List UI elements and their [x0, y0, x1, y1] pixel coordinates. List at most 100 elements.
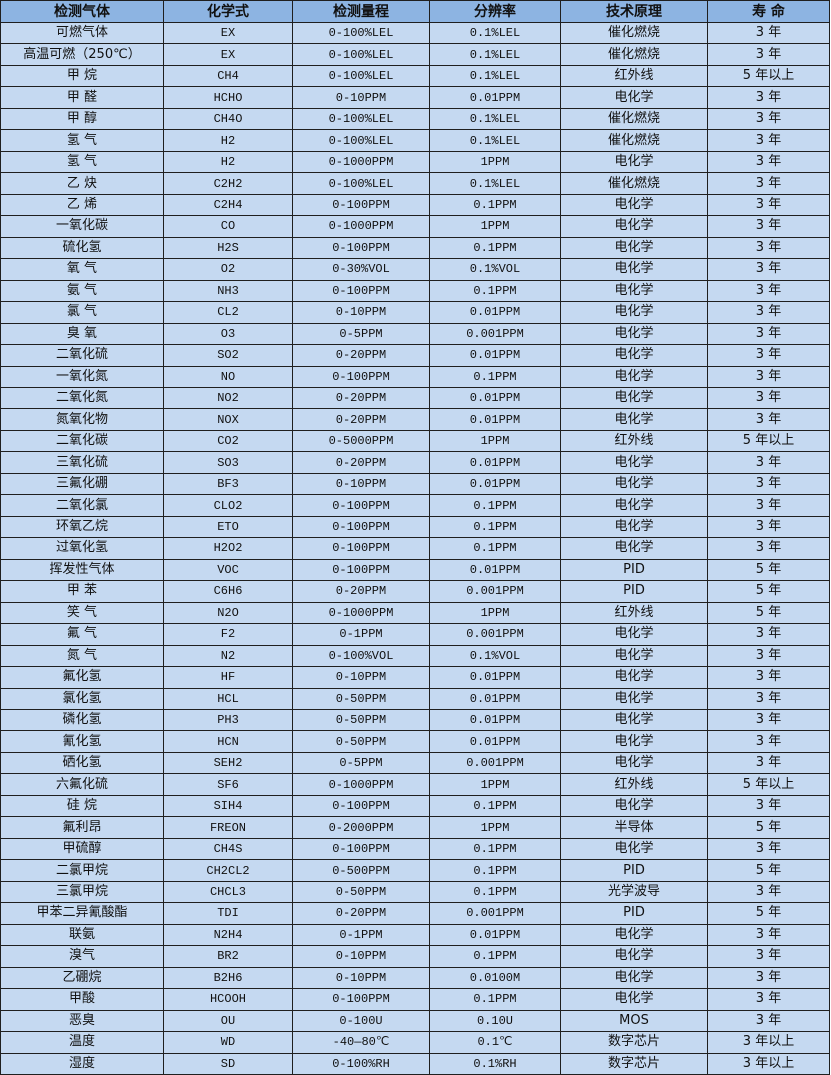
cell-range: 0-100U [292, 1009, 430, 1033]
cell-lifespan: 3 年 [707, 365, 830, 388]
table-row: 氟利昂 FREON 0-2000PPM 1PPM 半导体 5 年 [0, 816, 830, 839]
cell-gas: 二氧化碳 [0, 429, 164, 453]
cell-lifespan: 3 年 [707, 751, 830, 775]
cell-gas: 磷化氢 [0, 708, 164, 732]
cell-range: 0-100%LEL [292, 129, 430, 152]
cell-range: 0-1000PPM [292, 601, 430, 625]
cell-principle: 催化燃烧 [560, 107, 708, 131]
cell-formula: VOC [163, 558, 293, 582]
cell-resolution: 1PPM [429, 601, 561, 625]
table-row: 氯化氢 HCL 0-50PPM 0.01PPM 电化学 3 年 [0, 687, 830, 711]
cell-principle: 催化燃烧 [560, 43, 708, 66]
cell-range: 0-100%LEL [292, 43, 430, 66]
cell-range: 0-50PPM [292, 730, 430, 753]
cell-range: 0-100%LEL [292, 64, 430, 88]
cell-lifespan: 3 年 [707, 837, 830, 861]
cell-gas: 一氧化氮 [0, 365, 164, 388]
cell-lifespan: 5 年 [707, 816, 830, 839]
cell-principle: 电化学 [560, 687, 708, 711]
cell-gas: 氟化氢 [0, 666, 164, 689]
cell-lifespan: 5 年 [707, 558, 830, 582]
cell-formula: SF6 [163, 773, 293, 796]
cell-principle: 电化学 [560, 451, 708, 474]
cell-lifespan: 3 年 [707, 43, 830, 66]
cell-resolution: 1PPM [429, 429, 561, 453]
cell-formula: TDI [163, 902, 293, 925]
cell-principle: 电化学 [560, 945, 708, 968]
table-row: 过氧化氢 H2O2 0-100PPM 0.1PPM 电化学 3 年 [0, 537, 830, 560]
cell-lifespan: 3 年 [707, 494, 830, 517]
cell-resolution: 0.0100M [429, 966, 561, 990]
cell-resolution: 0.001PPM [429, 623, 561, 646]
cell-principle: 电化学 [560, 301, 708, 324]
cell-range: 0-20PPM [292, 408, 430, 431]
table-row: 三氯甲烷 CHCL3 0-50PPM 0.1PPM 光学波导 3 年 [0, 880, 830, 904]
cell-lifespan: 3 年 [707, 129, 830, 152]
table-row: 挥发性气体 VOC 0-100PPM 0.01PPM PID 5 年 [0, 558, 830, 582]
cell-resolution: 0.1PPM [429, 279, 561, 303]
table-row: 一氧化碳 CO 0-1000PPM 1PPM 电化学 3 年 [0, 215, 830, 238]
cell-lifespan: 3 年 [707, 880, 830, 904]
table-row: 恶臭 OU 0-100U 0.10U MOS 3 年 [0, 1009, 830, 1033]
cell-range: 0-100PPM [292, 794, 430, 818]
cell-gas: 湿度 [0, 1052, 164, 1075]
cell-resolution: 0.01PPM [429, 86, 561, 109]
cell-range: 0-5000PPM [292, 429, 430, 453]
cell-formula: F2 [163, 623, 293, 646]
cell-range: 0-100%LEL [292, 107, 430, 131]
cell-gas: 氢 气 [0, 150, 164, 174]
cell-range: 0-10PPM [292, 86, 430, 109]
cell-lifespan: 3 年 [707, 644, 830, 668]
table-row: 可燃气体 EX 0-100%LEL 0.1%LEL 催化燃烧 3 年 [0, 21, 830, 45]
table-row: 乙 烯 C2H4 0-100PPM 0.1PPM 电化学 3 年 [0, 193, 830, 217]
cell-principle: PID [560, 859, 708, 882]
cell-principle: 电化学 [560, 258, 708, 281]
cell-resolution: 0.1PPM [429, 494, 561, 517]
cell-resolution: 0.01PPM [429, 687, 561, 711]
table-row: 二氧化氯 CLO2 0-100PPM 0.1PPM 电化学 3 年 [0, 494, 830, 517]
table-row: 氢 气 H2 0-1000PPM 1PPM 电化学 3 年 [0, 150, 830, 174]
cell-resolution: 0.1%LEL [429, 21, 561, 45]
cell-lifespan: 3 年 [707, 86, 830, 109]
cell-formula: CL2 [163, 301, 293, 324]
cell-principle: 电化学 [560, 730, 708, 753]
cell-resolution: 0.1℃ [429, 1031, 561, 1054]
cell-gas: 氟利昂 [0, 816, 164, 839]
table-row: 氮氧化物 NOX 0-20PPM 0.01PPM 电化学 3 年 [0, 408, 830, 431]
cell-formula: SIH4 [163, 794, 293, 818]
cell-lifespan: 3 年 [707, 193, 830, 217]
header-row: 检测气体 化学式 检测量程 分辨率 技术原理 寿 命 [0, 0, 830, 23]
cell-formula: CH2CL2 [163, 859, 293, 882]
cell-range: 0-1PPM [292, 623, 430, 646]
cell-formula: SD [163, 1052, 293, 1075]
cell-formula: BR2 [163, 945, 293, 968]
cell-gas: 乙 炔 [0, 172, 164, 195]
cell-principle: 电化学 [560, 215, 708, 238]
cell-resolution: 0.1PPM [429, 794, 561, 818]
cell-range: 0-20PPM [292, 902, 430, 925]
header-gas: 检测气体 [0, 0, 164, 23]
table-row: 笑 气 N2O 0-1000PPM 1PPM 红外线 5 年 [0, 601, 830, 625]
cell-principle: 电化学 [560, 193, 708, 217]
cell-lifespan: 5 年以上 [707, 64, 830, 88]
cell-gas: 溴气 [0, 945, 164, 968]
cell-formula: EX [163, 43, 293, 66]
cell-resolution: 0.1PPM [429, 193, 561, 217]
cell-formula: EX [163, 21, 293, 45]
cell-gas: 氰化氢 [0, 730, 164, 753]
cell-range: 0-100PPM [292, 988, 430, 1011]
cell-lifespan: 3 年 [707, 472, 830, 496]
cell-resolution: 0.01PPM [429, 386, 561, 410]
cell-gas: 二氧化硫 [0, 344, 164, 367]
cell-gas: 甲 烷 [0, 64, 164, 88]
cell-principle: 光学波导 [560, 880, 708, 904]
cell-formula: C6H6 [163, 580, 293, 603]
cell-formula: H2 [163, 129, 293, 152]
cell-resolution: 0.1%LEL [429, 172, 561, 195]
cell-principle: 电化学 [560, 408, 708, 431]
cell-formula: SO2 [163, 344, 293, 367]
cell-range: -40—80℃ [292, 1031, 430, 1054]
cell-resolution: 0.01PPM [429, 301, 561, 324]
cell-resolution: 0.01PPM [429, 730, 561, 753]
